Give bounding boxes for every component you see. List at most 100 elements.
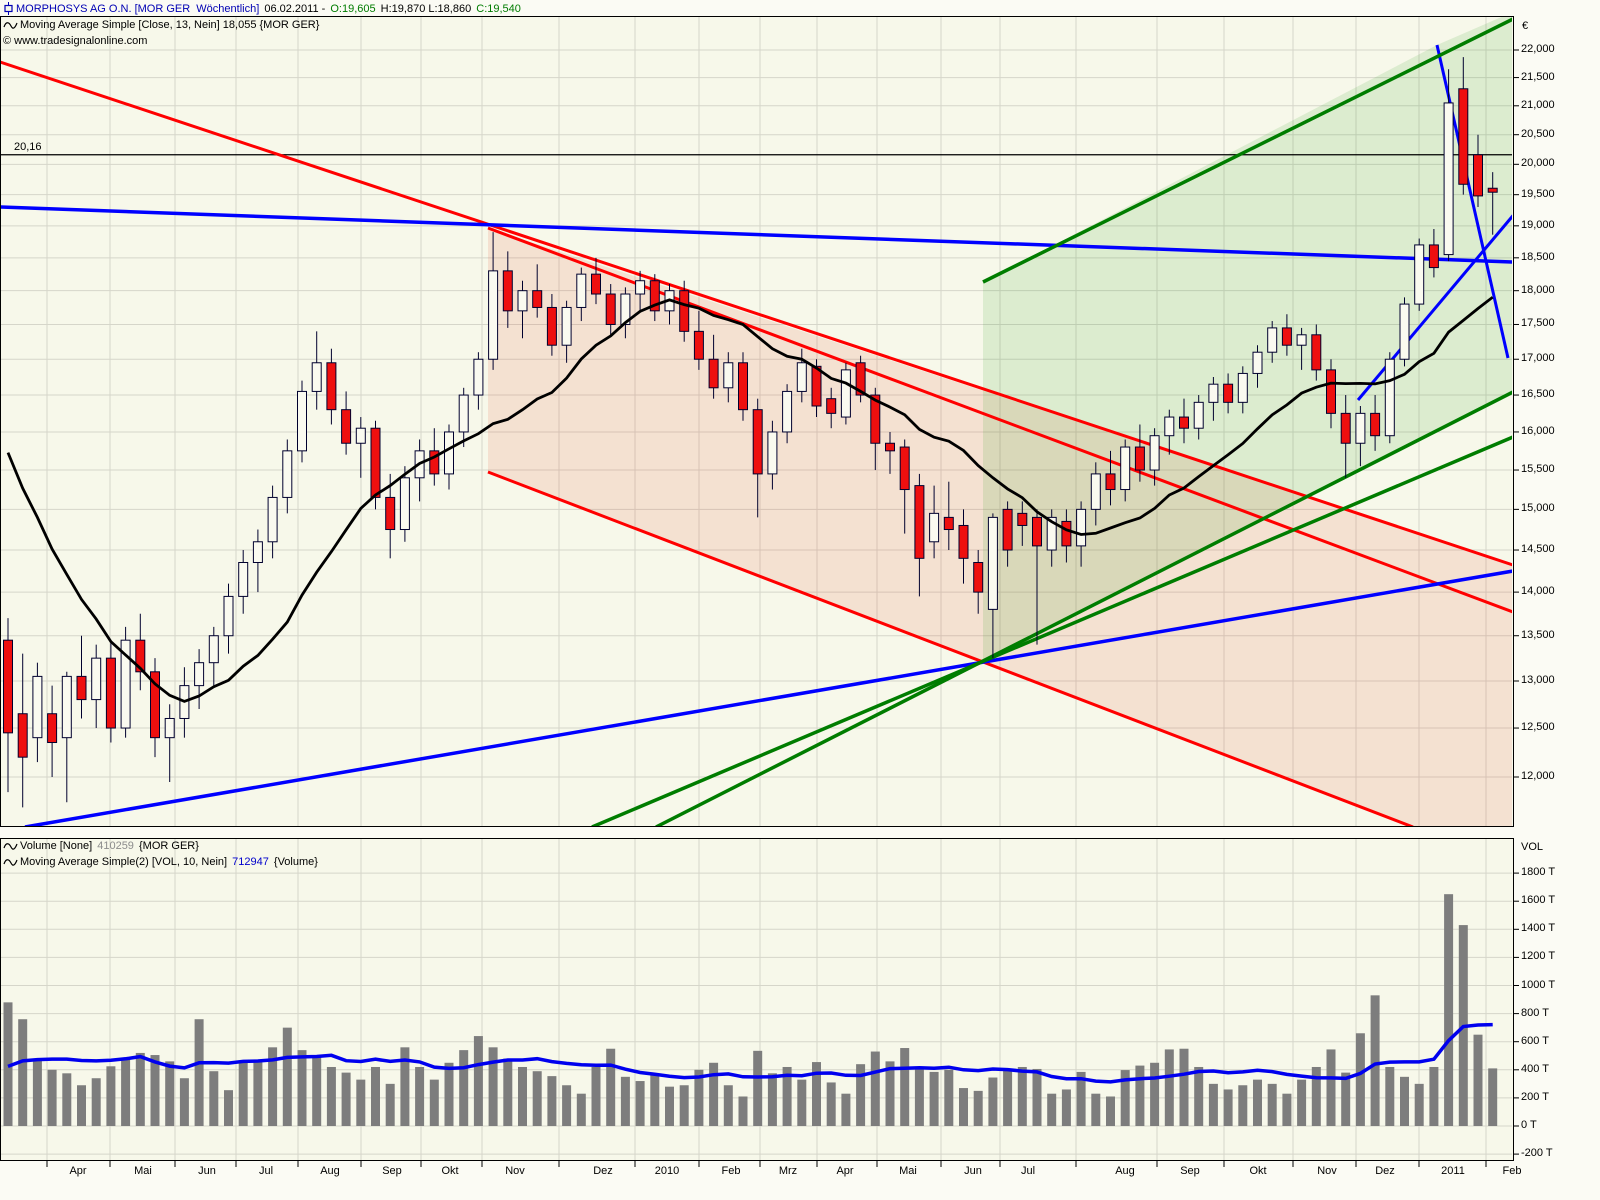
candle-body <box>208 635 219 664</box>
volume-bar <box>1267 1083 1277 1126</box>
volume-bar <box>415 1066 425 1126</box>
candle-body <box>370 427 381 498</box>
watermark: © www.tradesignalonline.com <box>3 35 148 47</box>
volume-bar <box>1355 1033 1365 1126</box>
candle-body <box>1414 244 1425 305</box>
volume-bar <box>1208 1083 1218 1126</box>
candle-body <box>958 524 969 559</box>
candle-body <box>473 358 484 396</box>
ma-indicator-header[interactable]: Moving Average Simple [Close, 13, Nein] … <box>3 19 319 31</box>
volume-tick-label: 800 T <box>1521 1006 1549 1019</box>
instrument-title: MORPHOSYS AG O.N. [MOR GER Wöchentlich] <box>16 2 260 15</box>
price-tick-label: 14,500 <box>1521 543 1555 556</box>
volume-bar <box>1429 1066 1439 1126</box>
volume-ma-indicator-header[interactable]: Moving Average Simple(2) [VOL, 10, Nein]… <box>3 856 318 868</box>
blue-trendline[interactable] <box>24 569 1513 827</box>
candle-body <box>1164 416 1175 437</box>
candle-body <box>811 365 822 407</box>
green-trendline[interactable] <box>982 17 1513 284</box>
month-label: Nov <box>1317 1165 1337 1177</box>
candle-body <box>1487 187 1498 193</box>
candle-body <box>738 362 748 411</box>
price-tick-label: 16,500 <box>1521 388 1555 401</box>
volume-bar <box>121 1058 131 1126</box>
month-label: Mrz <box>778 1165 798 1177</box>
volume-bar <box>1135 1065 1145 1126</box>
candle-body <box>708 358 719 389</box>
price-tick-label: 18,500 <box>1521 250 1555 263</box>
volume-bar <box>1032 1068 1042 1126</box>
candle-body <box>532 290 543 308</box>
ma-line[interactable] <box>6 296 1494 703</box>
candle-body <box>767 431 778 475</box>
month-label: Jul <box>258 1165 274 1177</box>
volume-bar <box>665 1086 674 1126</box>
candle-body <box>194 662 205 687</box>
volume-bar <box>179 1078 189 1126</box>
candle-body <box>252 541 263 563</box>
volume-bar <box>1311 1066 1321 1126</box>
volume-bar <box>635 1081 645 1126</box>
candle-body <box>1032 516 1042 547</box>
candle-body <box>1046 516 1057 551</box>
volume-ma-line[interactable] <box>7 1022 1493 1084</box>
candle-body <box>502 270 513 312</box>
instrument-header[interactable]: MORPHOSYS AG O.N. [MOR GER Wöchentlich] … <box>3 2 521 15</box>
volume-bar <box>694 1069 704 1126</box>
candle-body <box>105 657 116 729</box>
blue-trendline[interactable] <box>1356 212 1516 401</box>
candle-body <box>1223 383 1234 403</box>
candle-body <box>1281 327 1292 346</box>
green-trendline[interactable] <box>591 435 1513 827</box>
candle-body <box>723 362 734 389</box>
volume-indicator-header[interactable]: Volume [None] 410259 {MOR GER} <box>3 840 199 852</box>
candle-body <box>1076 508 1087 547</box>
month-label: Apr <box>69 1165 87 1177</box>
candle-body <box>326 362 337 411</box>
red-trendline[interactable] <box>0 60 1513 567</box>
candle-body <box>1002 508 1013 551</box>
month-label: Okt <box>1249 1165 1267 1177</box>
price-tick-label: 13,500 <box>1521 628 1555 641</box>
month-label: Sep <box>382 1165 402 1177</box>
volume-bar <box>738 1096 748 1126</box>
month-label: Feb <box>721 1165 741 1177</box>
candle-body <box>885 442 895 452</box>
candle-body <box>561 306 572 346</box>
volume-bar <box>91 1078 101 1126</box>
price-tick-label: 12,000 <box>1521 769 1555 782</box>
price-tick-label: 22,000 <box>1521 43 1555 55</box>
month-label: Sep <box>1180 1165 1200 1177</box>
bullish-channel-region <box>983 17 1512 662</box>
candle-body <box>1384 358 1395 437</box>
candle-body <box>899 446 910 491</box>
candle-body <box>135 639 146 673</box>
month-label: Jun <box>198 1165 216 1177</box>
price-tick-label: 19,500 <box>1521 187 1555 200</box>
candle-body <box>1443 102 1454 256</box>
candle-body <box>32 675 43 739</box>
candle-body <box>1428 244 1439 269</box>
volume-bar <box>988 1077 998 1126</box>
candle-body <box>635 280 646 295</box>
axis-ticks <box>46 49 1519 1167</box>
green-trendline[interactable] <box>655 390 1513 827</box>
volume-bar <box>297 1050 307 1126</box>
volume-bar <box>620 1076 630 1126</box>
volume-bar <box>1488 1068 1498 1126</box>
candle-body <box>1267 327 1278 353</box>
volume-panel-border <box>0 838 1514 1161</box>
volume-ma-suffix: {Volume} <box>270 856 318 868</box>
candle-body <box>605 293 616 325</box>
level-line-label: 20,16 <box>14 140 42 153</box>
volume-tick-label: 1000 T <box>1521 978 1556 991</box>
volume-bar <box>238 1061 248 1126</box>
volume-bar <box>591 1066 601 1126</box>
volume-bar <box>1414 1083 1424 1126</box>
volume-bar <box>429 1079 439 1126</box>
month-label: Jun <box>964 1165 982 1177</box>
blue-trendline[interactable] <box>0 205 1513 264</box>
month-label: Okt <box>441 1165 459 1177</box>
red-trendline[interactable] <box>487 470 1414 827</box>
